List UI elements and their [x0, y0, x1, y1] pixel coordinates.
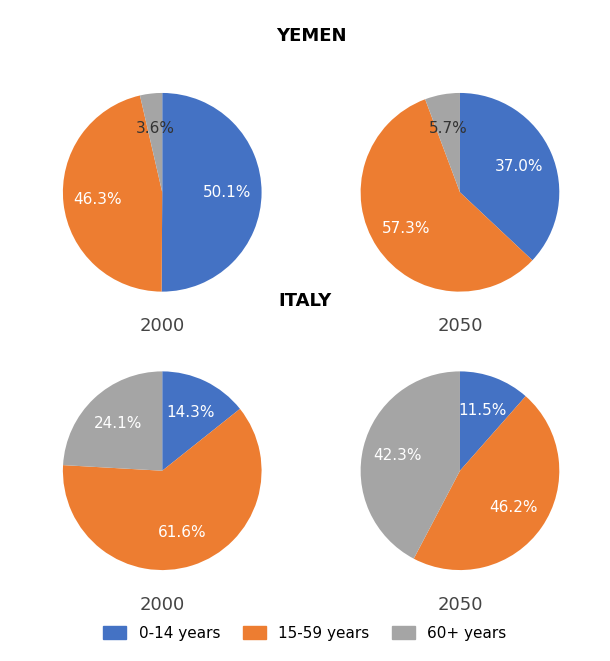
Text: YEMEN: YEMEN: [276, 26, 346, 44]
Wedge shape: [63, 409, 262, 570]
Wedge shape: [162, 93, 262, 292]
Text: 57.3%: 57.3%: [382, 221, 431, 235]
Wedge shape: [162, 371, 240, 471]
Text: 2050: 2050: [437, 317, 483, 335]
Wedge shape: [63, 95, 162, 292]
Text: 46.3%: 46.3%: [74, 192, 123, 207]
Text: 61.6%: 61.6%: [157, 525, 206, 540]
Text: 2000: 2000: [140, 596, 185, 614]
Text: 46.2%: 46.2%: [489, 500, 537, 515]
Text: 2000: 2000: [140, 317, 185, 335]
Wedge shape: [361, 371, 460, 559]
Text: 37.0%: 37.0%: [495, 159, 544, 174]
Text: 24.1%: 24.1%: [94, 416, 142, 431]
Wedge shape: [460, 371, 526, 471]
Text: 5.7%: 5.7%: [429, 121, 468, 136]
Wedge shape: [63, 371, 162, 471]
Wedge shape: [361, 99, 533, 292]
Text: 42.3%: 42.3%: [373, 447, 422, 463]
Wedge shape: [414, 396, 559, 570]
Text: 11.5%: 11.5%: [459, 403, 507, 418]
Wedge shape: [425, 93, 460, 192]
Text: ITALY: ITALY: [278, 292, 332, 310]
Wedge shape: [140, 93, 162, 192]
Legend: 0-14 years, 15-59 years, 60+ years: 0-14 years, 15-59 years, 60+ years: [97, 619, 513, 646]
Text: 3.6%: 3.6%: [135, 120, 174, 136]
Text: 50.1%: 50.1%: [203, 185, 251, 200]
Text: 14.3%: 14.3%: [166, 405, 215, 420]
Text: 2050: 2050: [437, 596, 483, 614]
Wedge shape: [460, 93, 559, 260]
